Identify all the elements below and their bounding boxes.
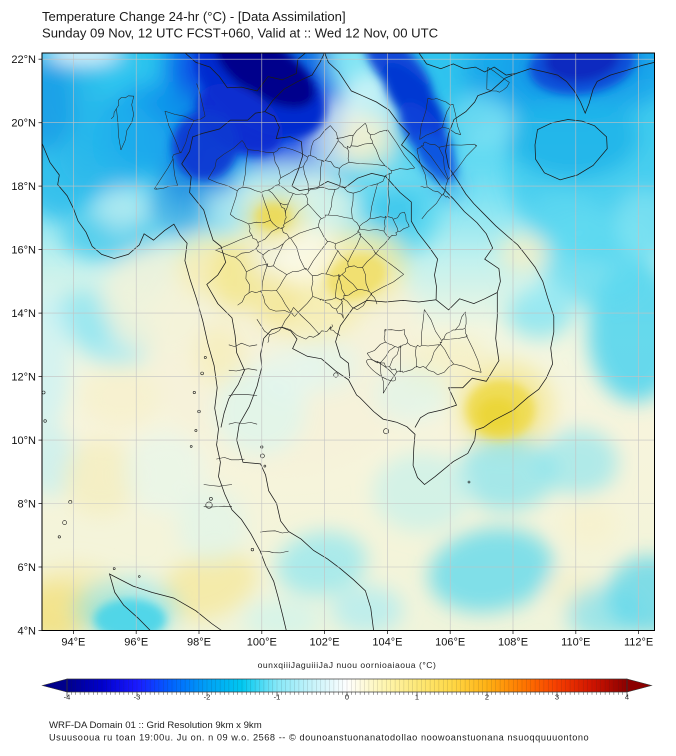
svg-text:4: 4 bbox=[625, 693, 629, 702]
svg-text:WRF-DA Domain 01 :: Grid Resol: WRF-DA Domain 01 :: Grid Resolution 9km … bbox=[49, 720, 262, 731]
svg-text:112°E: 112°E bbox=[624, 637, 653, 649]
svg-text:14°N: 14°N bbox=[11, 308, 36, 320]
svg-text:6°N: 6°N bbox=[18, 562, 37, 574]
svg-text:104°E: 104°E bbox=[372, 637, 402, 649]
svg-text:106°E: 106°E bbox=[435, 637, 465, 649]
svg-text:Sunday 09 Nov, 12 UTC FCST+060: Sunday 09 Nov, 12 UTC FCST+060, Valid at… bbox=[42, 26, 438, 41]
svg-text:22°N: 22°N bbox=[11, 54, 36, 66]
svg-text:3: 3 bbox=[555, 693, 559, 702]
svg-text:108°E: 108°E bbox=[498, 637, 528, 649]
svg-text:0: 0 bbox=[345, 693, 349, 702]
svg-text:-2: -2 bbox=[204, 693, 211, 702]
svg-text:110°E: 110°E bbox=[561, 637, 590, 649]
svg-text:-4: -4 bbox=[64, 693, 71, 702]
svg-text:94°E: 94°E bbox=[61, 637, 85, 649]
svg-text:-1: -1 bbox=[274, 693, 281, 702]
svg-text:Temperature Change 24-hr (°C): Temperature Change 24-hr (°C) - [Data As… bbox=[42, 9, 346, 24]
svg-text:4°N: 4°N bbox=[18, 625, 37, 637]
svg-text:Usuusooua ru toan 19:00u. Ju o: Usuusooua ru toan 19:00u. Ju on. n 09 w.… bbox=[49, 733, 589, 743]
svg-text:2: 2 bbox=[485, 693, 489, 702]
svg-text:10°N: 10°N bbox=[11, 435, 36, 447]
svg-text:1: 1 bbox=[415, 693, 419, 702]
svg-text:100°E: 100°E bbox=[247, 637, 277, 649]
svg-text:8°N: 8°N bbox=[18, 498, 37, 510]
svg-text:12°N: 12°N bbox=[11, 371, 36, 383]
svg-text:16°N: 16°N bbox=[11, 244, 36, 256]
svg-text:96°E: 96°E bbox=[124, 637, 148, 649]
svg-text:ounxqiiiJaguiiiJaJ nuou oornio: ounxqiiiJaguiiiJaJ nuou oornioaiaoua (°C… bbox=[258, 660, 437, 670]
svg-text:-3: -3 bbox=[134, 693, 141, 702]
svg-text:20°N: 20°N bbox=[11, 118, 36, 130]
svg-text:18°N: 18°N bbox=[11, 181, 36, 193]
svg-text:98°E: 98°E bbox=[187, 637, 211, 649]
svg-text:102°E: 102°E bbox=[310, 637, 340, 649]
